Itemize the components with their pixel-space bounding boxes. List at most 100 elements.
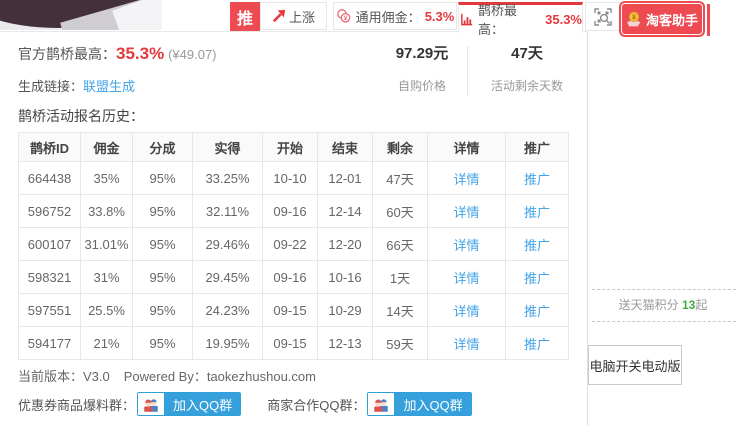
days-left-stat: 47天 活动剩余天数 [472,42,582,94]
cell-remain: 1天 [372,260,428,294]
table-row: 597551 25.5% 95% 24.23% 09-15 10-29 14天 … [18,293,569,327]
promote-link[interactable]: 推广 [523,171,550,187]
coins-icon: ¥ [336,8,352,24]
join-merchant-qq-button[interactable]: 加入QQ群 [367,392,472,416]
taoke-assistant-badge[interactable]: ¥ 淘客助手 [621,3,703,35]
cell-commission: 33.8% [80,194,133,228]
self-price-stat: 97.29元 自购价格 [372,42,472,94]
rise-button[interactable]: 上涨 [260,2,327,30]
cell-end: 10-16 [317,260,373,294]
cell-start: 09-22 [262,227,318,261]
detail-link[interactable]: 详情 [453,270,480,286]
detail-link[interactable]: 详情 [453,237,480,253]
divider-dotted-top [592,289,736,290]
cell-remain: 59天 [372,326,428,360]
cell-id: 664438 [18,161,81,195]
cell-share: 95% [132,161,193,195]
self-price-value: 97.29元 [395,45,449,62]
product-variant-box[interactable]: 电脑开关电动版 [588,345,682,385]
cell-end: 10-29 [317,293,373,327]
assistant-label: 淘客助手 [645,12,698,28]
cell-id: 594177 [18,326,81,360]
table-row: 596752 33.8% 95% 32.11% 09-16 12-14 60天 … [18,194,569,228]
version-line: 当前版本：V3.0 Powered By：taokezhushou.com [18,366,330,385]
qq-group-icon [368,393,396,415]
divider-dotted-bottom [592,321,736,322]
cell-share: 95% [132,227,193,261]
join-qq-label: 加入QQ群 [165,393,241,415]
cell-commission: 25.5% [80,293,133,327]
cell-id: 598321 [18,260,81,294]
cell-end: 12-13 [317,326,373,360]
general-commission-value: 5.3% [424,8,455,24]
product-image-fragment [0,0,162,30]
promote-link[interactable]: 推广 [523,336,550,352]
svg-text:¥: ¥ [343,15,347,22]
cell-remain: 60天 [372,194,428,228]
tab-general-commission[interactable]: ¥ 通用佣金： 5.3% [333,2,457,30]
days-left-value: 47天 [511,45,543,62]
detail-link[interactable]: 详情 [453,303,480,319]
promote-link[interactable]: 推广 [523,303,550,319]
qq-group-icon [138,393,166,415]
tmall-points-value: 13 [681,298,696,312]
rise-arrow-icon [272,9,286,23]
coin-hand-icon: ¥ [626,11,643,28]
col-header-promote: 推广 [505,132,569,162]
join-qq-label: 加入QQ群 [395,393,471,415]
col-header-remain: 剩余 [372,132,428,162]
cell-start: 09-15 [262,293,318,327]
self-price-label: 自购价格 [397,79,446,93]
general-commission-label: 通用佣金： [355,9,421,25]
svg-text:¥: ¥ [632,14,636,21]
cell-id: 597551 [18,293,81,327]
days-left-label: 活动剩余天数 [490,79,563,93]
table-header-row: 鹊桥ID 佣金 分成 实得 开始 结束 剩余 详情 推广 [18,132,569,162]
cell-remain: 66天 [372,227,428,261]
cell-remain: 47天 [372,161,428,195]
detail-link[interactable]: 详情 [453,204,480,220]
col-header-share: 分成 [132,132,193,162]
cell-id: 596752 [18,194,81,228]
cell-start: 10-10 [262,161,318,195]
promote-link[interactable]: 推广 [523,237,550,253]
table-row: 600107 31.01% 95% 29.46% 09-22 12-20 66天… [18,227,569,261]
official-max-amount: (¥49.07) [168,47,217,62]
detail-link[interactable]: 详情 [453,171,480,187]
cell-share: 95% [132,293,193,327]
official-max-line: 官方鹊桥最高：35.3% (¥49.07) [18,44,217,64]
cell-remain: 14天 [372,293,428,327]
bar-chart-icon [459,12,474,27]
join-coupon-qq-button[interactable]: 加入QQ群 [137,392,242,416]
queqiao-max-value: 35.3% [545,11,582,27]
cell-start: 09-16 [262,260,318,294]
promote-link[interactable]: 推广 [523,204,550,220]
table-row: 594177 21% 95% 19.95% 09-15 12-13 59天 详情… [18,326,569,360]
cell-start: 09-16 [262,194,318,228]
detail-link[interactable]: 详情 [453,336,480,352]
version-label: 当前版本：V3.0 [18,369,110,384]
qq-groups-line: 优惠券商品爆料群： 加入QQ群 商家合作QQ群： [18,392,472,416]
merchant-group-label: 商家合作QQ群： [267,397,366,413]
table-row: 598321 31% 95% 29.45% 09-16 10-16 1天 详情 … [18,260,569,294]
tmall-points-prefix: 送天猫积分 [618,298,682,312]
cell-actual: 29.46% [192,227,263,261]
history-table: 鹊桥ID 佣金 分成 实得 开始 结束 剩余 详情 推广 664438 35% … [18,132,569,360]
cell-end: 12-01 [317,161,373,195]
queqiao-panel: 官方鹊桥最高：35.3% (¥49.07) 生成链接：联盟生成 97.29元 自… [0,31,588,426]
badge-accent-bar [707,4,710,36]
promote-link[interactable]: 推广 [523,270,550,286]
tab-queqiao-max-active[interactable]: 鹊桥最高： 35.3% [458,2,583,37]
qr-scan-icon [593,7,613,27]
stat-divider [467,46,468,96]
table-row: 664438 35% 95% 33.25% 10-10 12-01 47天 详情… [18,161,569,195]
powered-by: Powered By：taokezhushou.com [123,369,316,384]
alliance-generate-link[interactable]: 联盟生成 [83,79,136,94]
queqiao-max-label: 鹊桥最高： [478,3,518,37]
history-title: 鹊桥活动报名历史： [18,108,144,124]
qr-scan-button[interactable] [585,2,621,31]
cell-commission: 21% [80,326,133,360]
cell-commission: 31.01% [80,227,133,261]
cell-end: 12-20 [317,227,373,261]
promote-button[interactable]: 推 [230,2,260,32]
